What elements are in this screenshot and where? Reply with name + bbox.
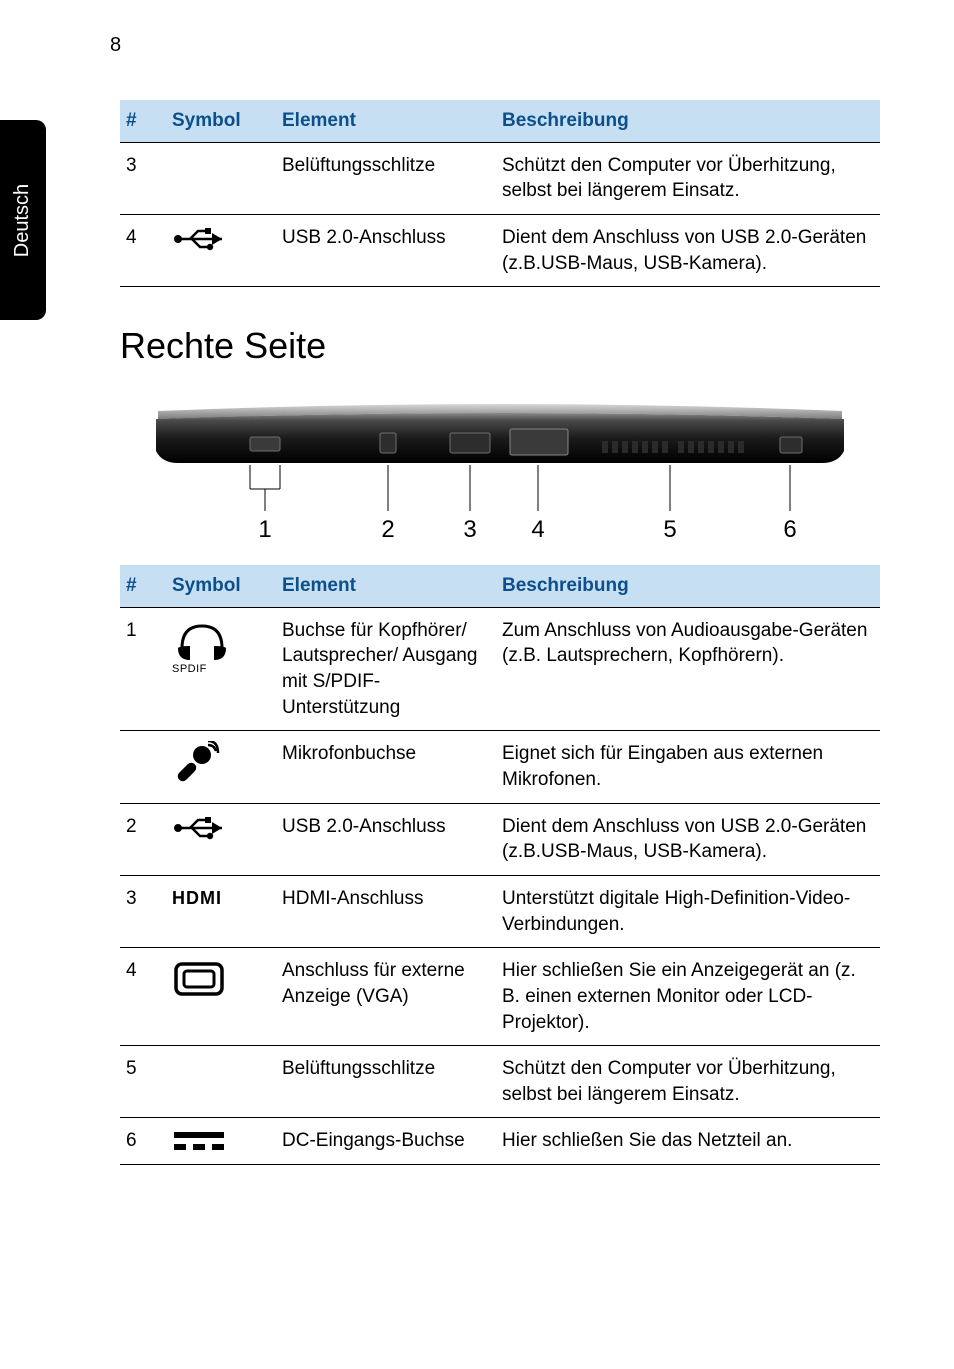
row-number: 2 bbox=[120, 803, 166, 875]
row-description: Zum Anschluss von Audioausgabe-Geräten (… bbox=[496, 607, 880, 731]
callout-6: 6 bbox=[783, 516, 796, 543]
callout-5: 5 bbox=[663, 516, 676, 543]
table-row: MikrofonbuchseEignet sich für Eingaben a… bbox=[120, 731, 880, 803]
row-symbol: HDMI bbox=[166, 875, 276, 947]
row-description: Dient dem Anschluss von USB 2.0-Geräten … bbox=[496, 214, 880, 286]
col-header-desc: Beschreibung bbox=[496, 100, 880, 142]
language-tab-label: Deutsch bbox=[12, 183, 35, 256]
table-row: 1 SPDIF Buchse für Kopfhörer/ Lautsprech… bbox=[120, 607, 880, 731]
usb-icon bbox=[172, 225, 232, 253]
bottom-spec-table: # Symbol Element Beschreibung 1 SPDIF Bu… bbox=[120, 565, 880, 1165]
row-description: Dient dem Anschluss von USB 2.0-Geräten … bbox=[496, 803, 880, 875]
table-row: 4 USB 2.0-AnschlussDient dem Anschluss v… bbox=[120, 214, 880, 286]
page-content: # Symbol Element Beschreibung 3 Belüftung… bbox=[120, 100, 880, 1165]
row-symbol bbox=[166, 1118, 276, 1165]
row-number: 3 bbox=[120, 142, 166, 214]
row-element: DC-Eingangs-Buchse bbox=[276, 1118, 496, 1165]
col-header-desc: Beschreibung bbox=[496, 565, 880, 607]
microphone-icon bbox=[172, 741, 220, 789]
row-element: USB 2.0-Anschluss bbox=[276, 803, 496, 875]
spdif-label: SPDIF bbox=[172, 662, 266, 677]
device-side-svg: 1 2 3 4 5 6 bbox=[150, 393, 850, 543]
callout-4: 4 bbox=[531, 516, 544, 543]
row-symbol bbox=[166, 731, 276, 803]
bottom-table-body: 1 SPDIF Buchse für Kopfhörer/ Lautsprech… bbox=[120, 607, 880, 1164]
row-symbol bbox=[166, 142, 276, 214]
row-symbol bbox=[166, 948, 276, 1046]
row-number: 4 bbox=[120, 214, 166, 286]
device-side-figure: 1 2 3 4 5 6 bbox=[120, 393, 880, 543]
row-symbol bbox=[166, 214, 276, 286]
callout-2: 2 bbox=[381, 516, 394, 543]
row-element: Belüftungsschlitze bbox=[276, 142, 496, 214]
col-header-symbol: Symbol bbox=[166, 565, 276, 607]
table-row: 6 DC-Eingangs-BuchseHier schließen Sie d… bbox=[120, 1118, 880, 1165]
row-symbol bbox=[166, 1046, 276, 1118]
row-element: Mikrofonbuchse bbox=[276, 731, 496, 803]
row-element: Buchse für Kopfhörer/ Lautsprecher/ Ausg… bbox=[276, 607, 496, 731]
col-header-num: # bbox=[120, 565, 166, 607]
table-row: 2 USB 2.0-AnschlussDient dem Anschluss v… bbox=[120, 803, 880, 875]
top-spec-table: # Symbol Element Beschreibung 3 Belüftung… bbox=[120, 100, 880, 287]
table-row: 4 Anschluss für externe Anzeige (VGA)Hie… bbox=[120, 948, 880, 1046]
row-description: Hier schließen Sie ein Anzeigegerät an (… bbox=[496, 948, 880, 1046]
row-number: 3 bbox=[120, 875, 166, 947]
row-description: Schützt den Computer vor Überhitzung, se… bbox=[496, 1046, 880, 1118]
col-header-num: # bbox=[120, 100, 166, 142]
row-symbol: SPDIF bbox=[166, 607, 276, 731]
page-number: 8 bbox=[110, 34, 121, 57]
table-row: 3 BelüftungsschlitzeSchützt den Computer … bbox=[120, 142, 880, 214]
top-table-body: 3 BelüftungsschlitzeSchützt den Computer … bbox=[120, 142, 880, 287]
row-element: Belüftungsschlitze bbox=[276, 1046, 496, 1118]
col-header-element: Element bbox=[276, 100, 496, 142]
row-description: Schützt den Computer vor Überhitzung, se… bbox=[496, 142, 880, 214]
row-description: Eignet sich für Eingaben aus externen Mi… bbox=[496, 731, 880, 803]
row-description: Hier schließen Sie das Netzteil an. bbox=[496, 1118, 880, 1165]
callout-3: 3 bbox=[463, 516, 476, 543]
row-element: HDMI-Anschluss bbox=[276, 875, 496, 947]
hdmi-icon: HDMI bbox=[172, 886, 266, 910]
section-title: Rechte Seite bbox=[120, 325, 880, 367]
row-number: 4 bbox=[120, 948, 166, 1046]
vga-icon bbox=[172, 958, 226, 998]
row-number: 5 bbox=[120, 1046, 166, 1118]
row-element: USB 2.0-Anschluss bbox=[276, 214, 496, 286]
usb-icon bbox=[172, 814, 232, 842]
callout-1: 1 bbox=[258, 516, 271, 543]
dc-power-icon bbox=[172, 1128, 226, 1152]
col-header-symbol: Symbol bbox=[166, 100, 276, 142]
table-row: 3 HDMI HDMI-AnschlussUnterstützt digital… bbox=[120, 875, 880, 947]
headphone-icon bbox=[172, 618, 232, 664]
row-element: Anschluss für externe Anzeige (VGA) bbox=[276, 948, 496, 1046]
col-header-element: Element bbox=[276, 565, 496, 607]
row-description: Unterstützt digitale High-Definition-Vid… bbox=[496, 875, 880, 947]
row-number bbox=[120, 731, 166, 803]
row-number: 6 bbox=[120, 1118, 166, 1165]
row-number: 1 bbox=[120, 607, 166, 731]
table-row: 5 BelüftungsschlitzeSchützt den Computer … bbox=[120, 1046, 880, 1118]
language-tab: Deutsch bbox=[0, 120, 46, 320]
row-symbol bbox=[166, 803, 276, 875]
